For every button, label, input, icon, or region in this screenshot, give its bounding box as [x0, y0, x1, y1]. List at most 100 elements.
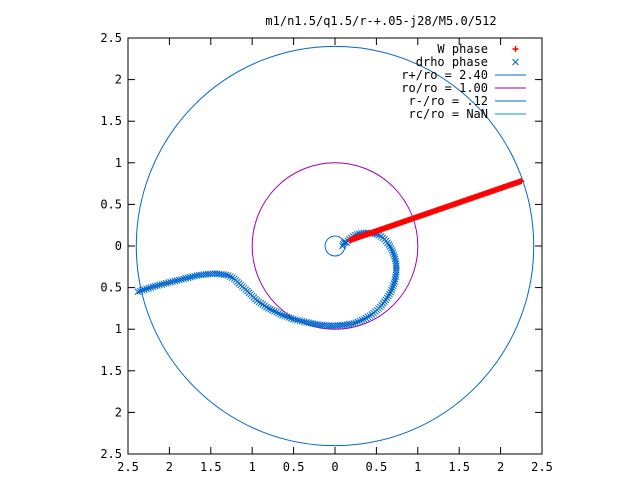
- drho-phase-point: [175, 276, 183, 284]
- drho-phase-point: [162, 279, 170, 287]
- x-tick-label: 0.5: [283, 460, 305, 474]
- drho-phase-point: [385, 241, 393, 248]
- drho-phase-point: [275, 309, 282, 317]
- drho-phase-point: [267, 305, 274, 313]
- drho-phase-point: [391, 278, 399, 285]
- drho-phase-point: [352, 319, 360, 327]
- drho-phase-point: [156, 281, 163, 289]
- drho-phase-point: [271, 307, 278, 315]
- drho-phase-point: [292, 316, 299, 324]
- drho-phase-point: [153, 282, 161, 289]
- y-tick-label: 1.5: [100, 114, 122, 128]
- drho-phase-point: [164, 279, 172, 287]
- drho-phase-point: [339, 240, 347, 248]
- circle-ro-line: [251, 162, 419, 330]
- drho-phase-point: [173, 277, 181, 284]
- drho-phase-point: [158, 281, 166, 288]
- drho-phase-point: [143, 285, 150, 293]
- circle-r+-line: [135, 45, 535, 447]
- drho-phase-point: [356, 317, 364, 325]
- drho-phase-point: [388, 247, 396, 254]
- drho-phase-point: [360, 315, 368, 323]
- y-tick-label: 1: [115, 322, 122, 336]
- drho-phase-point: [358, 316, 366, 324]
- drho-phase-point: [149, 283, 157, 291]
- drho-phase-point: [354, 318, 362, 326]
- drho-phase-point: [134, 288, 142, 296]
- drho-phase-point: [147, 284, 155, 291]
- drho-phase-point: [273, 308, 280, 316]
- drho-phase-point: [366, 312, 374, 320]
- drho-phase-point: [285, 314, 293, 321]
- legend-swatch-drho-phase: [512, 58, 519, 66]
- drho-phase-point: [281, 312, 289, 320]
- drho-phase-point: [269, 306, 276, 314]
- drho-phase-point: [138, 286, 146, 294]
- drho-phase-point: [384, 292, 392, 300]
- y-tick-label: 0: [115, 239, 122, 253]
- x-tick-label: 0.5: [366, 460, 388, 474]
- drho-phase-point: [339, 242, 346, 250]
- y-tick-label: 2: [115, 73, 122, 87]
- drho-phase-point: [189, 273, 196, 280]
- drho-phase-point: [169, 278, 177, 285]
- drho-phase-point: [178, 276, 185, 283]
- drho-phase-point: [228, 274, 236, 281]
- drho-phase-point: [184, 274, 192, 282]
- drho-phase-point: [386, 290, 393, 298]
- drho-phase-point: [230, 275, 238, 283]
- legend-label: rc/ro = NaN: [409, 107, 488, 121]
- y-tick-label: 1: [115, 156, 122, 170]
- drho-phase-point: [160, 280, 168, 288]
- drho-phase-point: [389, 284, 396, 292]
- y-tick-label: 0.5: [100, 197, 122, 211]
- drho-phase-point: [151, 282, 159, 290]
- x-tick-label: 2.5: [531, 460, 553, 474]
- drho-phase-point: [390, 280, 398, 288]
- x-tick-label: 2.5: [117, 460, 139, 474]
- y-tick-label: 2: [115, 405, 122, 419]
- x-tick-label: 2: [497, 460, 504, 474]
- drho-phase-point: [389, 249, 397, 256]
- legend-label: W phase: [437, 42, 488, 56]
- drho-phase-point: [289, 315, 297, 323]
- drho-phase-point: [283, 313, 291, 321]
- drho-phase-point: [193, 272, 201, 279]
- legend-label: ro/ro = 1.00: [401, 81, 488, 95]
- drho-phase-point: [362, 314, 370, 322]
- legend-swatch-w-phase: [512, 46, 519, 52]
- axes: 2.5 2 1.5 1 0.5 0 0.5 1 1.5 2 2.52.521.510.500.511…: [100, 31, 553, 474]
- x-tick-label: 1.5: [200, 460, 222, 474]
- legend-label: drho phase: [416, 55, 488, 69]
- drho-phase-point: [287, 314, 295, 322]
- chart-title: m1/n1.5/q1.5/r-+.05-j28/M5.0/512: [265, 14, 496, 28]
- y-tick-label: 2.5: [100, 31, 122, 45]
- x-tick-label: 2: [166, 460, 173, 474]
- drho-phase-point: [277, 310, 284, 318]
- drho-phase-point: [141, 286, 148, 293]
- y-tick-label: 0.5: [100, 281, 122, 295]
- drho-phase-point: [226, 273, 234, 280]
- y-tick-label: 1.5: [100, 364, 122, 378]
- legend-label: r+/ro = 2.40: [401, 68, 488, 82]
- drho-phase-point: [279, 311, 287, 319]
- drho-phase-point: [136, 287, 144, 295]
- drho-phase-point: [180, 275, 188, 283]
- drho-phase-point: [171, 277, 179, 285]
- drho-phase-point: [388, 286, 395, 294]
- drho-phase-point: [265, 304, 272, 312]
- data-layer: [134, 45, 535, 447]
- drho-phase-point: [368, 311, 376, 318]
- drho-phase-point: [386, 243, 394, 250]
- w-phase-point: [518, 178, 525, 185]
- drho-phase-point: [389, 282, 397, 290]
- drho-phase-point: [364, 313, 372, 321]
- drho-phase-point: [387, 288, 394, 296]
- x-tick-label: 1.5: [448, 460, 470, 474]
- drho-phase-point: [191, 272, 198, 280]
- drho-phase-point: [391, 275, 399, 283]
